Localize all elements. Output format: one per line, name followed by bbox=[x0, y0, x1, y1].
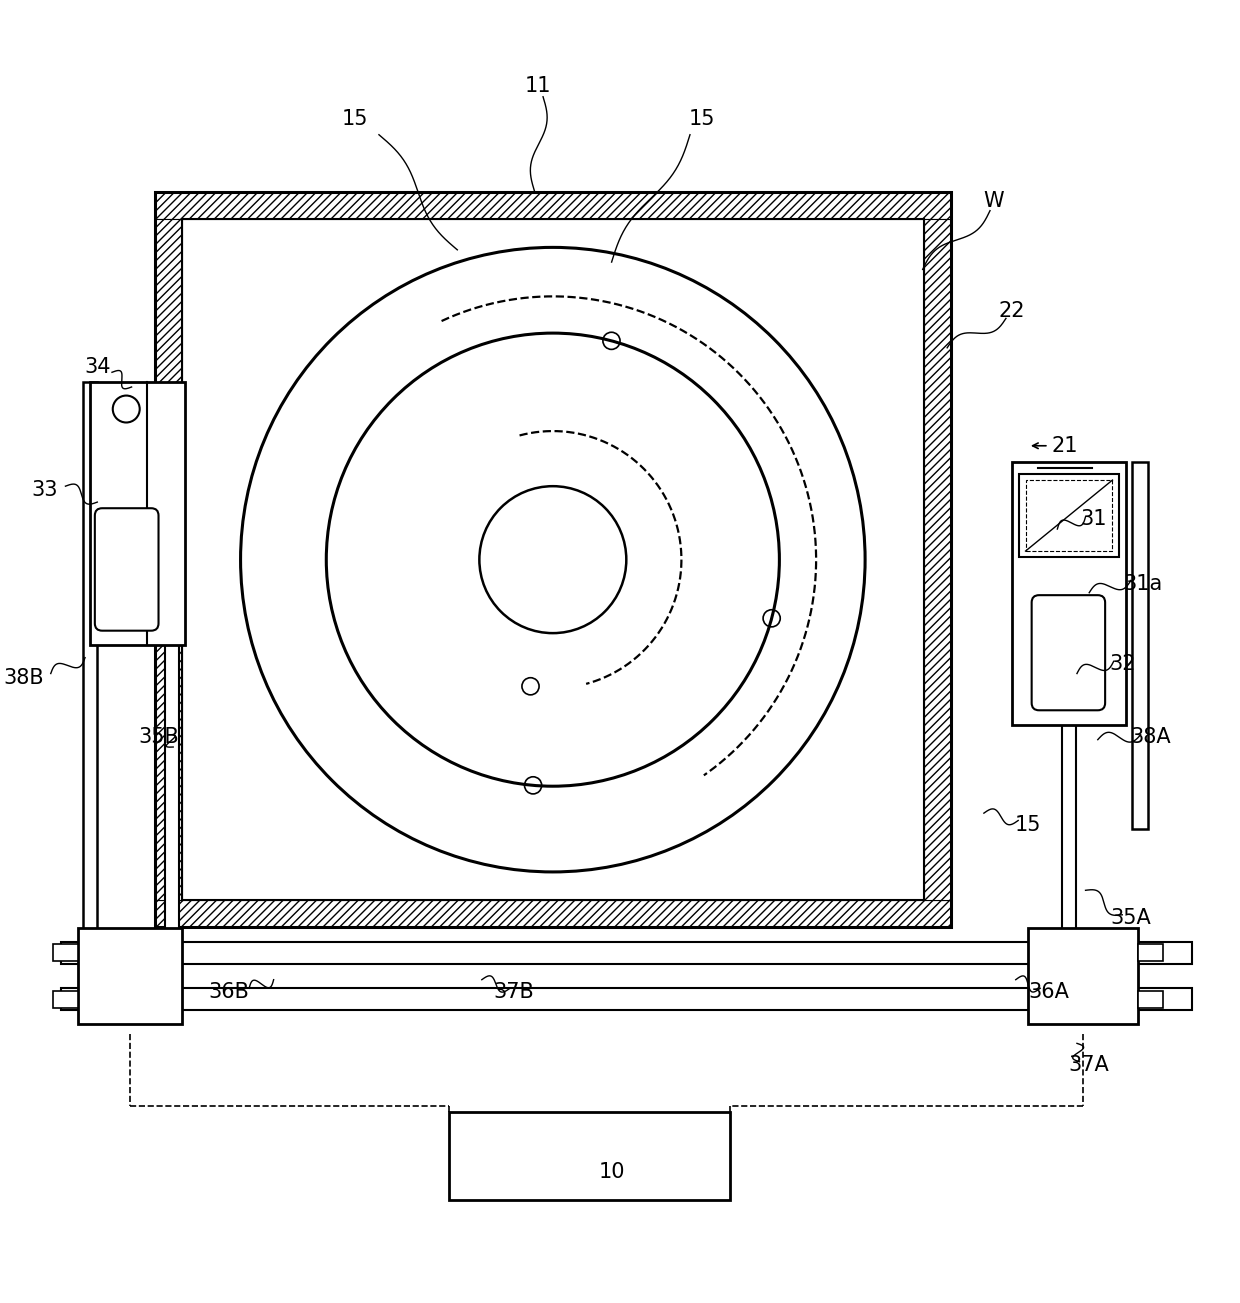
Text: 36A: 36A bbox=[1028, 982, 1069, 1002]
Bar bbox=[1061, 724, 1076, 939]
Text: 31a: 31a bbox=[1123, 575, 1163, 594]
Bar bbox=[924, 219, 951, 900]
Bar bbox=[61, 988, 1192, 1010]
Bar bbox=[165, 645, 180, 939]
FancyBboxPatch shape bbox=[1032, 595, 1105, 710]
Text: 15: 15 bbox=[341, 108, 368, 129]
Text: 36B: 36B bbox=[208, 982, 249, 1002]
Text: 22: 22 bbox=[998, 301, 1025, 321]
Text: 37A: 37A bbox=[1069, 1055, 1110, 1075]
Text: 15: 15 bbox=[1014, 816, 1042, 835]
Text: 32: 32 bbox=[1109, 654, 1136, 674]
Bar bbox=[53, 990, 78, 1007]
Bar bbox=[1028, 928, 1138, 1024]
Bar bbox=[155, 193, 951, 219]
FancyBboxPatch shape bbox=[94, 508, 159, 631]
Bar bbox=[182, 219, 924, 900]
Bar bbox=[1138, 990, 1163, 1007]
Bar bbox=[61, 942, 1192, 964]
Text: 37B: 37B bbox=[494, 982, 534, 1002]
Text: 15: 15 bbox=[689, 108, 715, 129]
Text: 38B: 38B bbox=[4, 668, 45, 688]
Text: W: W bbox=[983, 190, 1004, 211]
Text: 11: 11 bbox=[525, 76, 552, 95]
Bar bbox=[78, 928, 182, 1024]
Text: 33: 33 bbox=[31, 480, 58, 500]
Bar bbox=[1132, 461, 1148, 829]
Text: 35A: 35A bbox=[1111, 908, 1151, 929]
Bar bbox=[53, 945, 78, 962]
Text: 38A: 38A bbox=[1130, 727, 1171, 747]
Text: 34: 34 bbox=[84, 357, 110, 378]
Bar bbox=[155, 219, 182, 900]
Text: 31: 31 bbox=[1081, 509, 1107, 529]
Bar bbox=[182, 219, 924, 900]
Text: 10: 10 bbox=[599, 1162, 625, 1182]
Text: 35B: 35B bbox=[138, 727, 179, 747]
Bar bbox=[83, 382, 97, 939]
Bar bbox=[155, 193, 951, 926]
Bar bbox=[1012, 461, 1126, 724]
Bar bbox=[1019, 474, 1118, 558]
Bar bbox=[155, 900, 951, 926]
Bar bbox=[91, 382, 186, 645]
Text: 21: 21 bbox=[1052, 435, 1078, 456]
Bar bbox=[1025, 480, 1112, 551]
Bar bbox=[449, 1111, 730, 1200]
Bar bbox=[1138, 945, 1163, 962]
